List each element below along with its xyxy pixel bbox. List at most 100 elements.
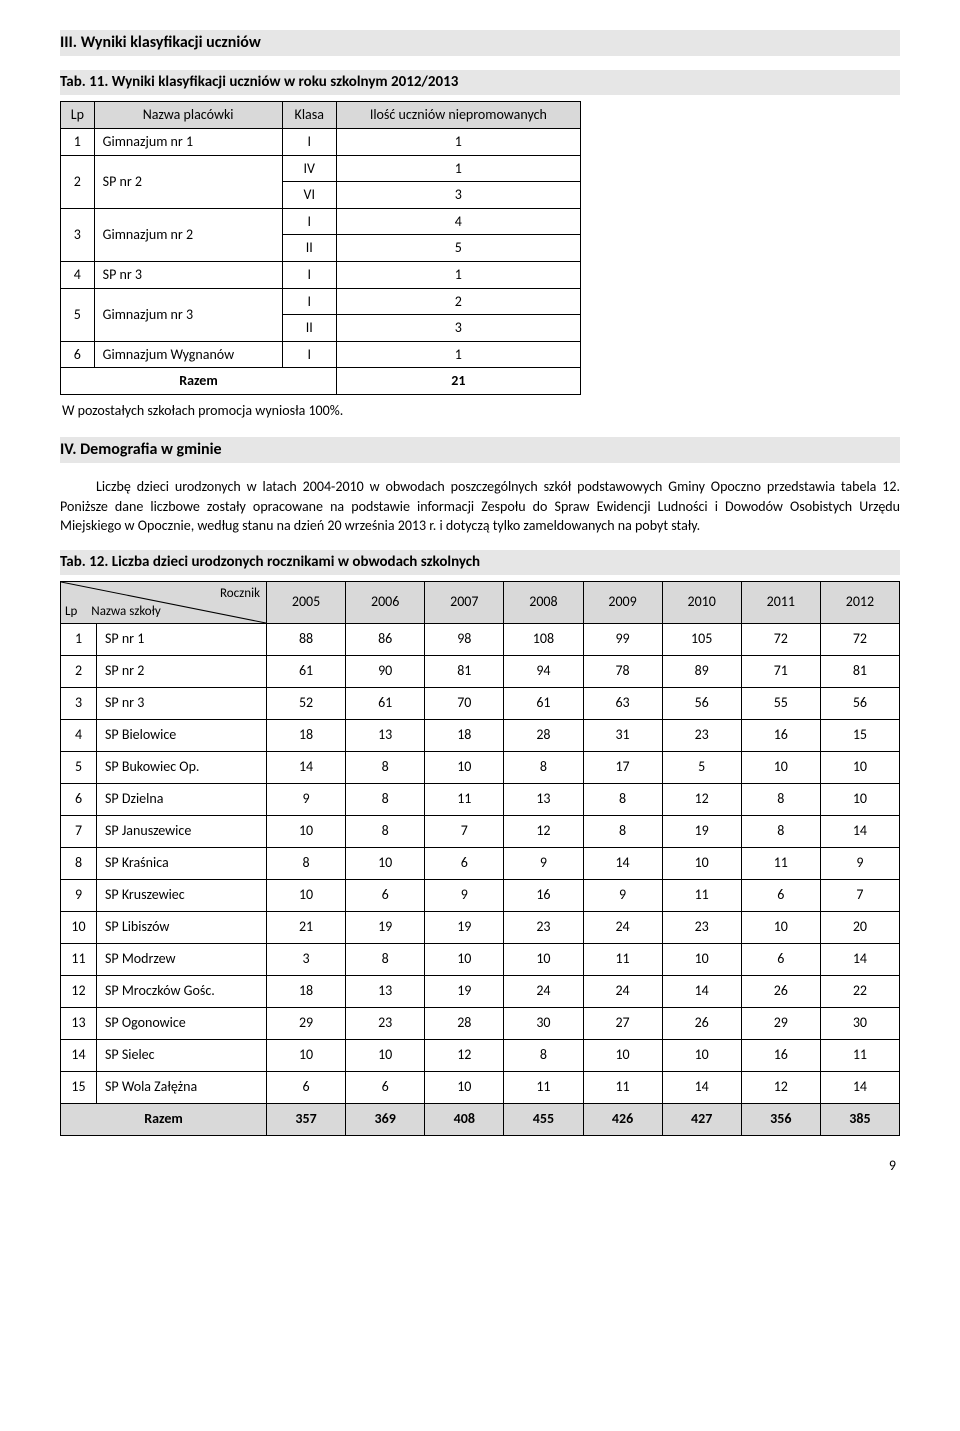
t12-cell: 19 [346, 911, 425, 943]
t12-cell: 23 [662, 911, 741, 943]
t12-cell: 14 [583, 847, 662, 879]
t12-lp: 14 [61, 1039, 97, 1071]
t12-cell: 12 [504, 815, 583, 847]
t12-cell: 8 [741, 783, 820, 815]
t12-cell: 9 [267, 783, 346, 815]
t12-total-cell: 455 [504, 1103, 583, 1135]
t11-name: Gimnazjum nr 1 [94, 128, 282, 155]
t11-total-value: 21 [336, 368, 580, 395]
t12-lp: 3 [61, 687, 97, 719]
t11-value: 4 [336, 208, 580, 235]
t11-class: I [282, 288, 336, 315]
t12-cell: 9 [820, 847, 899, 879]
t11-value: 1 [336, 341, 580, 368]
t12-year-2: 2007 [425, 581, 504, 623]
t12-cell: 11 [504, 1071, 583, 1103]
t12-cell: 8 [346, 815, 425, 847]
t12-cell: 14 [662, 975, 741, 1007]
t12-total-cell: 369 [346, 1103, 425, 1135]
t11-h-class: Klasa [282, 102, 336, 129]
t12-total-cell: 385 [820, 1103, 899, 1135]
t12-cell: 12 [741, 1071, 820, 1103]
t12-cell: 8 [583, 783, 662, 815]
t11-name: Gimnazjum nr 3 [94, 288, 282, 341]
t12-corner-lp: Lp [65, 603, 77, 621]
t12-cell: 30 [820, 1007, 899, 1039]
t12-cell: 6 [425, 847, 504, 879]
t11-name: Gimnazjum Wygnanów [94, 341, 282, 368]
t12-total-cell: 357 [267, 1103, 346, 1135]
t12-cell: 12 [425, 1039, 504, 1071]
t12-name: SP Modrzew [97, 943, 267, 975]
t12-cell: 19 [425, 975, 504, 1007]
t12-cell: 30 [504, 1007, 583, 1039]
t12-cell: 6 [267, 1071, 346, 1103]
section-4-heading: IV. Demografia w gminie [60, 437, 900, 463]
t11-class: II [282, 315, 336, 342]
t12-total-cell: 427 [662, 1103, 741, 1135]
t12-name: SP Wola Załężna [97, 1071, 267, 1103]
t12-cell: 9 [583, 879, 662, 911]
t12-name: SP Dzielna [97, 783, 267, 815]
t12-cell: 14 [267, 751, 346, 783]
t12-cell: 108 [504, 623, 583, 655]
t12-year-1: 2006 [346, 581, 425, 623]
t12-lp: 11 [61, 943, 97, 975]
t12-name: SP Januszewice [97, 815, 267, 847]
t12-total-cell: 408 [425, 1103, 504, 1135]
t12-cell: 10 [267, 815, 346, 847]
t12-cell: 8 [741, 815, 820, 847]
t11-value: 3 [336, 315, 580, 342]
t12-cell: 29 [267, 1007, 346, 1039]
t12-lp: 12 [61, 975, 97, 1007]
t12-cell: 20 [820, 911, 899, 943]
t12-cell: 15 [820, 719, 899, 751]
t12-cell: 81 [820, 655, 899, 687]
t12-cell: 88 [267, 623, 346, 655]
t12-corner-top: Rocznik [220, 585, 260, 603]
t12-cell: 10 [820, 751, 899, 783]
t12-total-cell: 356 [741, 1103, 820, 1135]
t12-cell: 11 [583, 943, 662, 975]
t11-name: SP nr 3 [94, 261, 282, 288]
t12-cell: 18 [425, 719, 504, 751]
t12-year-3: 2008 [504, 581, 583, 623]
t12-cell: 10 [662, 1039, 741, 1071]
t12-cell: 7 [425, 815, 504, 847]
t12-cell: 24 [583, 911, 662, 943]
t12-lp: 10 [61, 911, 97, 943]
t11-value: 3 [336, 182, 580, 209]
t12-cell: 26 [741, 975, 820, 1007]
t12-cell: 16 [741, 719, 820, 751]
t12-cell: 10 [267, 879, 346, 911]
t12-year-0: 2005 [267, 581, 346, 623]
t11-h-count: Ilość uczniów niepromowanych [336, 102, 580, 129]
t12-cell: 8 [346, 783, 425, 815]
t12-cell: 52 [267, 687, 346, 719]
t12-corner: Rocznik Lp Nazwa szkoły [61, 581, 267, 623]
t12-cell: 19 [425, 911, 504, 943]
t12-cell: 23 [504, 911, 583, 943]
t12-cell: 10 [662, 943, 741, 975]
t12-cell: 23 [346, 1007, 425, 1039]
t12-cell: 12 [662, 783, 741, 815]
t12-cell: 90 [346, 655, 425, 687]
section-3-heading: III. Wyniki klasyfikacji uczniów [60, 30, 900, 56]
t11-total-label: Razem [61, 368, 337, 395]
t12-cell: 24 [583, 975, 662, 1007]
t12-name: SP Kraśnica [97, 847, 267, 879]
t12-cell: 98 [425, 623, 504, 655]
t12-cell: 8 [504, 1039, 583, 1071]
t12-cell: 6 [741, 879, 820, 911]
table-11-note: W pozostałych szkołach promocja wyniosła… [60, 401, 900, 421]
t12-name: SP Kruszewiec [97, 879, 267, 911]
t11-lp: 4 [61, 261, 95, 288]
t12-cell: 11 [583, 1071, 662, 1103]
t12-cell: 21 [267, 911, 346, 943]
t11-value: 5 [336, 235, 580, 262]
t12-total-label: Razem [61, 1103, 267, 1135]
t12-year-7: 2012 [820, 581, 899, 623]
t12-cell: 29 [741, 1007, 820, 1039]
table-11: Lp Nazwa placówki Klasa Ilość uczniów ni… [60, 101, 581, 395]
t12-cell: 72 [820, 623, 899, 655]
